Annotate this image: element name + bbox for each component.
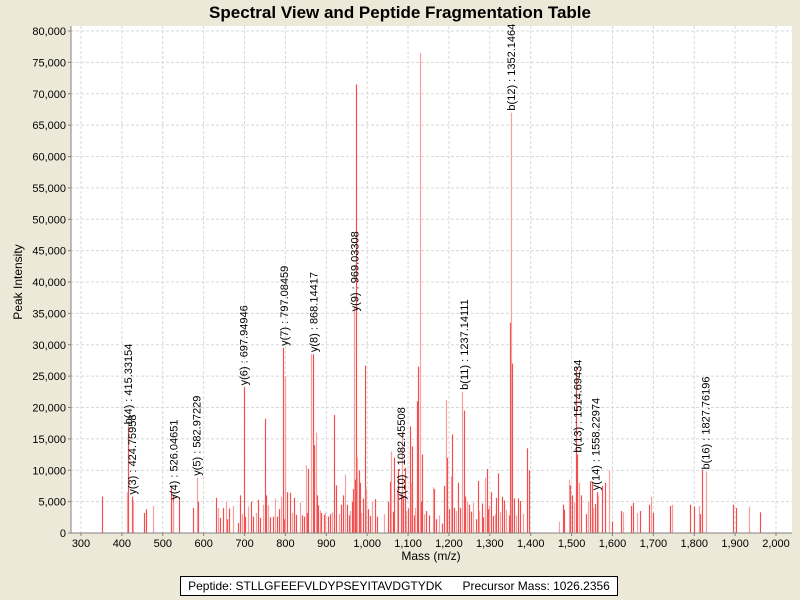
peak-annotation: y(3) : 424.75958 [127,414,139,494]
x-tick-label: 1,400 [517,538,545,550]
x-tick-label: 400 [113,538,131,550]
y-tick-label: 55,000 [32,183,66,195]
y-tick-label: 10,000 [32,465,66,477]
peak-annotation: y(6) : 697.94946 [239,305,251,385]
chart-title: Spectral View and Peptide Fragmentation … [209,3,591,22]
x-tick-label: 1,700 [640,538,668,550]
peak-annotation: y(8) : 868.14417 [308,272,320,352]
y-tick-label: 20,000 [32,403,66,415]
y-axis-ticks: 0 5,000 10,000 15,000 20,000 25,000 30,000 35,0… [32,26,71,540]
y-tick-label: 75,000 [32,57,66,69]
peak-annotation: y(5) : 582.97229 [192,396,204,476]
y-tick-label: 15,000 [32,434,66,446]
y-tick-label: 80,000 [32,26,66,38]
x-axis-ticks: 300 400 500 600 700 800 900 1,000 1,100 1,200 1,30… [72,533,790,550]
y-tick-label: 0 [60,528,66,540]
peptide-sequence: Peptide: STLLGFEEFVLDYPSEYITAVDGTYDK [188,579,443,593]
x-tick-label: 1,000 [353,538,381,550]
x-tick-label: 2,000 [762,538,790,550]
x-tick-label: 1,600 [599,538,627,550]
peak-annotation: y(14) : 1558.22974 [590,398,602,490]
x-tick-label: 1,900 [721,538,749,550]
x-axis-label: Mass (m/z) [401,549,460,563]
peak-annotation: b(13) : 1514.69434 [573,360,585,453]
peak-annotation: b(4) : 415.33154 [123,344,135,425]
y-tick-label: 50,000 [32,214,66,226]
peak-annotation: y(9) : 969.03308 [350,231,362,311]
x-tick-label: 1,800 [680,538,708,550]
y-tick-label: 35,000 [32,308,66,320]
y-tick-label: 45,000 [32,246,66,258]
peak-annotation: y(4) : 526.04651 [168,420,180,500]
x-tick-label: 600 [194,538,212,550]
y-tick-label: 5,000 [38,497,66,509]
gridlines [71,26,792,533]
y-tick-label: 60,000 [32,152,66,164]
x-tick-label: 1,300 [476,538,504,550]
peak-annotation: b(12) : 1352.1464 [506,24,518,111]
x-tick-label: 800 [276,538,294,550]
peak-annotation: y(7) : 797.08459 [279,266,291,346]
y-axis-label: Peak Intensity [11,244,25,319]
peptide-legend: Peptide: STLLGFEEFVLDYPSEYITAVDGTYDK Pre… [180,576,618,596]
x-tick-label: 700 [235,538,253,550]
x-tick-label: 1,200 [435,538,463,550]
y-tick-label: 25,000 [32,371,66,383]
x-tick-label: 500 [154,538,172,550]
x-tick-label: 1,500 [558,538,586,550]
x-tick-label: 300 [72,538,90,550]
plot-area [71,26,792,533]
precursor-mass: Precursor Mass: 1026.2356 [462,579,610,593]
x-tick-label: 900 [317,538,335,550]
peak-annotation: b(16) : 1827.76196 [701,377,713,470]
y-tick-label: 70,000 [32,89,66,101]
y-tick-label: 30,000 [32,340,66,352]
x-tick-label: 1,100 [394,538,422,550]
y-tick-label: 40,000 [32,277,66,289]
peak-annotation: b(11) : 1237.14111 [459,299,471,390]
y-tick-label: 65,000 [32,120,66,132]
peaks [101,52,762,533]
peak-annotation: y(10) : 1082.45508 [396,407,408,499]
